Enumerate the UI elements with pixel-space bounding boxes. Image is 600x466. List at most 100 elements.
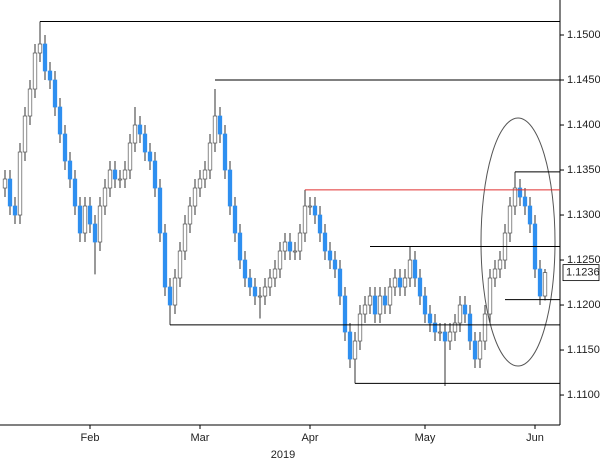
candle-body xyxy=(247,277,253,288)
x-tick-label: Apr xyxy=(301,432,318,444)
y-tick-label: 1.1250 xyxy=(567,254,600,266)
candle-body xyxy=(257,295,263,298)
candle-body xyxy=(187,205,193,225)
candle-body xyxy=(217,115,223,135)
candle-body xyxy=(32,52,38,90)
candle-body xyxy=(342,295,348,333)
candle-body xyxy=(512,187,518,207)
candle-body xyxy=(467,313,473,342)
candle-body xyxy=(457,304,463,324)
candle-body xyxy=(477,340,483,360)
candle-body xyxy=(112,169,118,180)
candle-body xyxy=(182,223,188,252)
candle-body xyxy=(42,43,48,72)
candle-body xyxy=(47,70,53,81)
candle-body xyxy=(122,169,128,180)
candle-body xyxy=(92,223,98,243)
candle-body xyxy=(507,205,513,234)
candle-body xyxy=(387,286,393,306)
y-tick-label: 1.1300 xyxy=(567,209,600,221)
y-tick-label: 1.1500 xyxy=(567,29,600,41)
candles xyxy=(2,21,548,387)
candle-body xyxy=(492,268,498,279)
candle-body xyxy=(402,277,408,288)
candle-body xyxy=(417,277,423,297)
candle-body xyxy=(432,322,438,333)
candle-body xyxy=(232,205,238,234)
y-tick-label: 1.1450 xyxy=(567,74,600,86)
candle-body xyxy=(382,295,388,306)
candle-body xyxy=(102,187,108,207)
candle-body xyxy=(202,169,208,180)
candle-body xyxy=(442,331,448,342)
candle-body xyxy=(227,169,233,207)
candle-body xyxy=(252,286,258,297)
candle-body xyxy=(297,232,303,252)
candle-body xyxy=(162,232,168,288)
candle-body xyxy=(422,295,428,315)
candle-body xyxy=(117,178,123,181)
candle-body xyxy=(462,304,468,315)
candle-body xyxy=(57,106,63,135)
x-tick-label: Feb xyxy=(81,432,100,444)
candle-body xyxy=(12,205,18,216)
candle-body xyxy=(107,169,113,189)
highlight-ellipse xyxy=(480,117,556,367)
candle-body xyxy=(292,250,298,253)
candle-body xyxy=(412,259,418,279)
y-tick-label: 1.1350 xyxy=(567,164,600,176)
candle-body xyxy=(287,241,293,252)
candle-body xyxy=(142,133,148,153)
candle-body xyxy=(357,313,363,342)
candle-body xyxy=(197,178,203,189)
candle-body xyxy=(522,196,528,207)
candle-body xyxy=(272,268,278,279)
candle-body xyxy=(542,272,548,297)
y-tick-label: 1.1100 xyxy=(567,389,600,401)
candle-body xyxy=(17,151,23,216)
candle-body xyxy=(82,205,88,234)
candle-body xyxy=(137,124,143,135)
candle-body xyxy=(147,151,153,162)
candle-body xyxy=(72,178,78,207)
candle-body xyxy=(487,277,493,315)
candle-body xyxy=(337,268,343,297)
candle-body xyxy=(352,340,358,360)
candle-body xyxy=(322,232,328,252)
candle-body xyxy=(167,286,173,306)
candle-body xyxy=(537,268,543,297)
candle-body xyxy=(312,205,318,216)
candle-body xyxy=(172,277,178,306)
candle-body xyxy=(392,277,398,288)
candle-body xyxy=(407,259,413,279)
candle-body xyxy=(152,160,158,189)
candle-body xyxy=(222,133,228,171)
candle-body xyxy=(127,142,133,171)
candle-body xyxy=(242,259,248,279)
candle-body xyxy=(237,232,243,261)
candle-body xyxy=(67,160,73,180)
candle-body xyxy=(62,133,68,162)
y-tick-label: 1.1200 xyxy=(567,299,600,311)
candle-body xyxy=(497,259,503,270)
candle-body xyxy=(332,259,338,270)
candle-body xyxy=(397,277,403,288)
candle-body xyxy=(302,205,308,234)
x-tick-label: Jun xyxy=(526,432,544,444)
candle-body xyxy=(472,340,478,360)
last-price-box xyxy=(562,264,600,282)
candle-body xyxy=(97,205,103,243)
candle-body xyxy=(132,124,138,144)
candle-body xyxy=(377,295,383,315)
candle-body xyxy=(437,331,443,334)
candle-body xyxy=(7,178,13,207)
candle-body xyxy=(517,187,523,198)
candle-body xyxy=(482,313,488,342)
candle-body xyxy=(27,88,33,117)
y-tick-label: 1.1150 xyxy=(567,344,600,356)
candle-body xyxy=(212,115,218,144)
candle-body xyxy=(362,304,368,315)
candle-body xyxy=(87,205,93,225)
y-tick-label: 1.1400 xyxy=(567,119,600,131)
